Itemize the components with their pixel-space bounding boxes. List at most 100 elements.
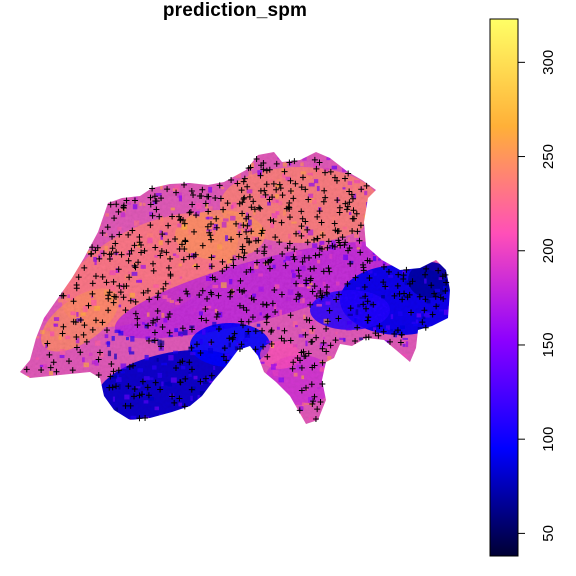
observation-cross bbox=[240, 196, 247, 203]
observation-cross bbox=[44, 340, 51, 347]
observation-cross bbox=[364, 298, 371, 305]
observation-cross bbox=[107, 373, 114, 380]
observation-cross bbox=[46, 351, 53, 358]
observation-cross bbox=[281, 327, 288, 334]
observation-cross bbox=[284, 245, 291, 252]
observation-cross bbox=[311, 236, 318, 243]
observation-cross bbox=[307, 277, 314, 284]
observation-cross bbox=[132, 298, 139, 305]
observation-cross bbox=[88, 250, 95, 257]
observation-cross bbox=[136, 392, 143, 399]
observation-cross bbox=[348, 191, 355, 198]
observation-cross bbox=[141, 247, 148, 254]
observation-cross bbox=[239, 322, 246, 329]
observation-cross bbox=[259, 327, 266, 334]
observation-cross bbox=[409, 278, 416, 285]
observation-cross bbox=[160, 285, 167, 292]
observation-cross bbox=[203, 317, 210, 324]
observation-cross bbox=[261, 187, 268, 194]
observation-cross bbox=[322, 169, 329, 176]
observation-cross bbox=[180, 256, 187, 263]
observation-cross bbox=[361, 283, 368, 290]
observation-cross bbox=[391, 330, 398, 337]
observation-cross bbox=[220, 206, 227, 213]
observation-cross bbox=[298, 223, 305, 230]
observation-cross bbox=[105, 292, 112, 299]
observation-cross bbox=[335, 228, 342, 235]
observation-cross bbox=[298, 208, 305, 215]
observation-cross bbox=[299, 215, 306, 222]
observation-cross bbox=[241, 194, 248, 201]
observation-cross bbox=[184, 290, 191, 297]
observation-cross bbox=[77, 349, 84, 356]
observation-cross bbox=[149, 185, 156, 192]
observation-cross bbox=[139, 378, 146, 385]
observation-cross bbox=[196, 292, 203, 299]
observation-cross bbox=[394, 327, 401, 334]
observation-cross bbox=[357, 222, 364, 229]
observation-cross bbox=[227, 293, 234, 300]
observation-cross bbox=[363, 305, 370, 312]
observation-cross bbox=[258, 230, 265, 237]
observation-cross bbox=[352, 274, 359, 281]
observation-cross bbox=[246, 193, 253, 200]
observation-cross bbox=[327, 168, 334, 175]
observation-cross bbox=[302, 353, 309, 360]
observation-cross bbox=[131, 197, 138, 204]
observation-cross bbox=[341, 242, 348, 249]
observation-cross bbox=[298, 387, 305, 394]
observation-cross bbox=[259, 301, 266, 308]
observation-cross bbox=[323, 325, 330, 332]
observation-cross bbox=[152, 244, 159, 251]
observation-cross bbox=[266, 265, 273, 272]
observation-cross bbox=[245, 318, 252, 325]
observation-cross bbox=[406, 291, 413, 298]
observation-cross bbox=[248, 204, 255, 211]
observation-cross bbox=[77, 317, 84, 324]
observation-cross bbox=[319, 292, 326, 299]
observation-cross bbox=[223, 357, 230, 364]
observation-cross bbox=[138, 249, 145, 256]
observation-cross bbox=[366, 257, 373, 264]
observation-cross bbox=[262, 191, 269, 198]
observation-cross bbox=[291, 256, 298, 263]
observation-cross bbox=[304, 239, 311, 246]
observation-cross bbox=[213, 224, 220, 231]
observation-cross bbox=[118, 251, 125, 258]
observation-cross bbox=[228, 177, 235, 184]
observation-cross bbox=[132, 264, 139, 271]
observation-cross bbox=[208, 254, 215, 261]
observation-cross bbox=[219, 258, 226, 265]
observation-cross bbox=[115, 266, 122, 273]
observation-cross bbox=[234, 180, 241, 187]
observation-cross bbox=[149, 212, 156, 219]
observation-cross bbox=[346, 188, 353, 195]
observation-cross bbox=[186, 359, 193, 366]
observation-cross bbox=[358, 186, 365, 193]
observation-cross bbox=[260, 166, 267, 173]
observation-cross bbox=[317, 287, 324, 294]
observation-cross bbox=[353, 210, 360, 217]
observation-cross bbox=[279, 250, 286, 257]
observation-cross bbox=[257, 205, 264, 212]
observation-cross bbox=[113, 201, 120, 208]
observation-cross bbox=[319, 381, 326, 388]
observation-cross bbox=[220, 353, 227, 360]
plot-title: prediction_spm bbox=[162, 0, 308, 21]
observation-cross bbox=[403, 266, 410, 273]
observation-cross bbox=[382, 283, 389, 290]
observation-cross bbox=[177, 379, 184, 386]
observation-cross bbox=[127, 297, 134, 304]
observation-cross bbox=[125, 383, 132, 390]
observation-cross bbox=[253, 259, 260, 266]
observation-cross bbox=[144, 287, 151, 294]
observation-cross bbox=[391, 292, 398, 299]
observation-cross bbox=[60, 292, 67, 299]
observation-cross bbox=[435, 267, 442, 274]
observation-cross bbox=[268, 256, 275, 263]
observation-cross bbox=[110, 299, 117, 306]
observation-cross bbox=[216, 182, 223, 189]
observation-cross bbox=[165, 314, 172, 321]
observation-cross bbox=[320, 268, 327, 275]
